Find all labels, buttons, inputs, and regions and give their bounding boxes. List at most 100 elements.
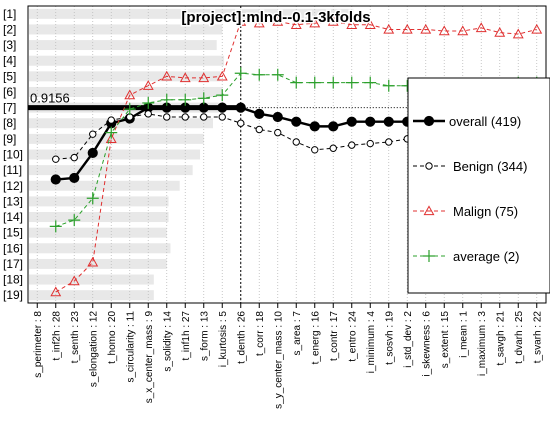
x-tick-label: t_contr : 17 bbox=[329, 311, 340, 361]
legend-label: average (2) bbox=[453, 249, 519, 264]
background-bar bbox=[29, 180, 180, 191]
background-bar bbox=[29, 71, 221, 82]
data-point bbox=[309, 17, 321, 28]
data-point bbox=[216, 89, 229, 102]
data-point bbox=[494, 26, 506, 37]
x-tick-label: s_form : 13 bbox=[199, 311, 210, 361]
data-point bbox=[475, 22, 487, 33]
background-bar bbox=[29, 40, 217, 51]
data-point bbox=[531, 23, 543, 34]
data-point bbox=[235, 16, 247, 26]
data-point bbox=[52, 155, 60, 163]
data-point bbox=[457, 25, 469, 36]
data-point bbox=[364, 19, 376, 29]
data-point bbox=[163, 113, 171, 121]
data-point bbox=[253, 68, 266, 81]
x-tick-label: t_senth : 23 bbox=[70, 311, 81, 364]
rank-label: [13] bbox=[3, 194, 23, 208]
data-point bbox=[87, 256, 99, 267]
legend-marker bbox=[423, 115, 435, 127]
data-point bbox=[271, 68, 284, 81]
reference-label: 0.9156 bbox=[30, 91, 70, 106]
data-point bbox=[105, 126, 118, 139]
data-point bbox=[50, 286, 62, 297]
rank-label: [19] bbox=[3, 288, 23, 302]
data-point bbox=[68, 214, 81, 227]
data-point bbox=[274, 128, 282, 137]
legend-label: Malign (75) bbox=[453, 204, 518, 219]
legend-marker bbox=[423, 205, 435, 216]
rank-label: [1] bbox=[3, 7, 16, 21]
data-point bbox=[123, 103, 136, 116]
data-point bbox=[179, 93, 192, 106]
background-bar bbox=[29, 8, 354, 19]
x-tick-label: i_mean : 1 bbox=[458, 311, 469, 358]
rank-label: [7] bbox=[3, 101, 16, 115]
data-point bbox=[385, 138, 393, 146]
data-point bbox=[420, 23, 432, 34]
data-point bbox=[255, 125, 263, 134]
rank-label: [6] bbox=[3, 85, 16, 99]
series-line bbox=[55, 21, 537, 293]
data-point bbox=[142, 80, 154, 90]
data-point bbox=[346, 116, 357, 127]
x-tick-label: s_extent : 15 bbox=[440, 311, 451, 369]
data-point bbox=[198, 72, 210, 83]
data-point bbox=[160, 93, 173, 106]
x-tick-label: i_minimum : 4 bbox=[366, 311, 377, 374]
data-point bbox=[237, 119, 245, 127]
x-tick-label: t_denth : 26 bbox=[236, 311, 247, 364]
data-point bbox=[181, 113, 189, 121]
x-tick-label: s_x_center_mass : 9 bbox=[144, 311, 155, 404]
data-point bbox=[49, 220, 62, 233]
data-point bbox=[161, 70, 173, 81]
data-point bbox=[198, 102, 209, 113]
data-point bbox=[329, 144, 337, 152]
data-point bbox=[401, 23, 413, 34]
background-bar bbox=[29, 118, 213, 129]
data-point bbox=[142, 96, 155, 109]
x-tick-label: i_std_dev : 2 bbox=[403, 311, 414, 368]
data-point bbox=[327, 16, 339, 26]
x-tick-label: s_elongation : 12 bbox=[88, 311, 99, 388]
rank-label: [17] bbox=[3, 257, 23, 271]
x-tick-label: s_area : 7 bbox=[292, 311, 303, 356]
data-point bbox=[216, 70, 228, 81]
legend-box bbox=[407, 77, 550, 294]
rank-label: [12] bbox=[3, 179, 23, 193]
data-point bbox=[50, 174, 61, 185]
data-point bbox=[254, 108, 265, 119]
data-point bbox=[364, 76, 377, 89]
data-point bbox=[292, 138, 300, 146]
rank-label: [8] bbox=[3, 116, 16, 130]
data-point bbox=[68, 275, 80, 286]
data-point bbox=[253, 17, 265, 28]
data-point bbox=[105, 133, 117, 144]
x-tick-label: t_entro : 24 bbox=[347, 311, 358, 362]
background-bar bbox=[29, 133, 204, 144]
x-tick-label: t_corr : 18 bbox=[255, 311, 266, 356]
data-point bbox=[272, 16, 284, 26]
x-tick-label: t_energ : 16 bbox=[310, 311, 321, 365]
x-tick-label: s_solidity : 14 bbox=[162, 311, 173, 372]
data-point bbox=[383, 116, 394, 127]
rank-label: [10] bbox=[3, 148, 23, 162]
data-point bbox=[144, 110, 152, 118]
data-point bbox=[290, 19, 302, 29]
data-point bbox=[348, 141, 356, 149]
background-bar bbox=[29, 86, 223, 97]
x-tick-label: s_perimeter : 8 bbox=[33, 311, 44, 378]
x-tick-label: t_savgh : 21 bbox=[495, 311, 506, 366]
data-point bbox=[382, 79, 395, 92]
data-point bbox=[197, 92, 210, 105]
background-bar bbox=[29, 243, 171, 254]
data-point bbox=[346, 19, 358, 29]
legend-label: overall (419) bbox=[449, 114, 521, 129]
data-point bbox=[290, 76, 303, 89]
legend-marker bbox=[423, 250, 435, 262]
rank-label: [11] bbox=[3, 163, 22, 177]
background-bar bbox=[29, 212, 169, 223]
x-tick-label: t_inf2h : 28 bbox=[51, 311, 62, 361]
